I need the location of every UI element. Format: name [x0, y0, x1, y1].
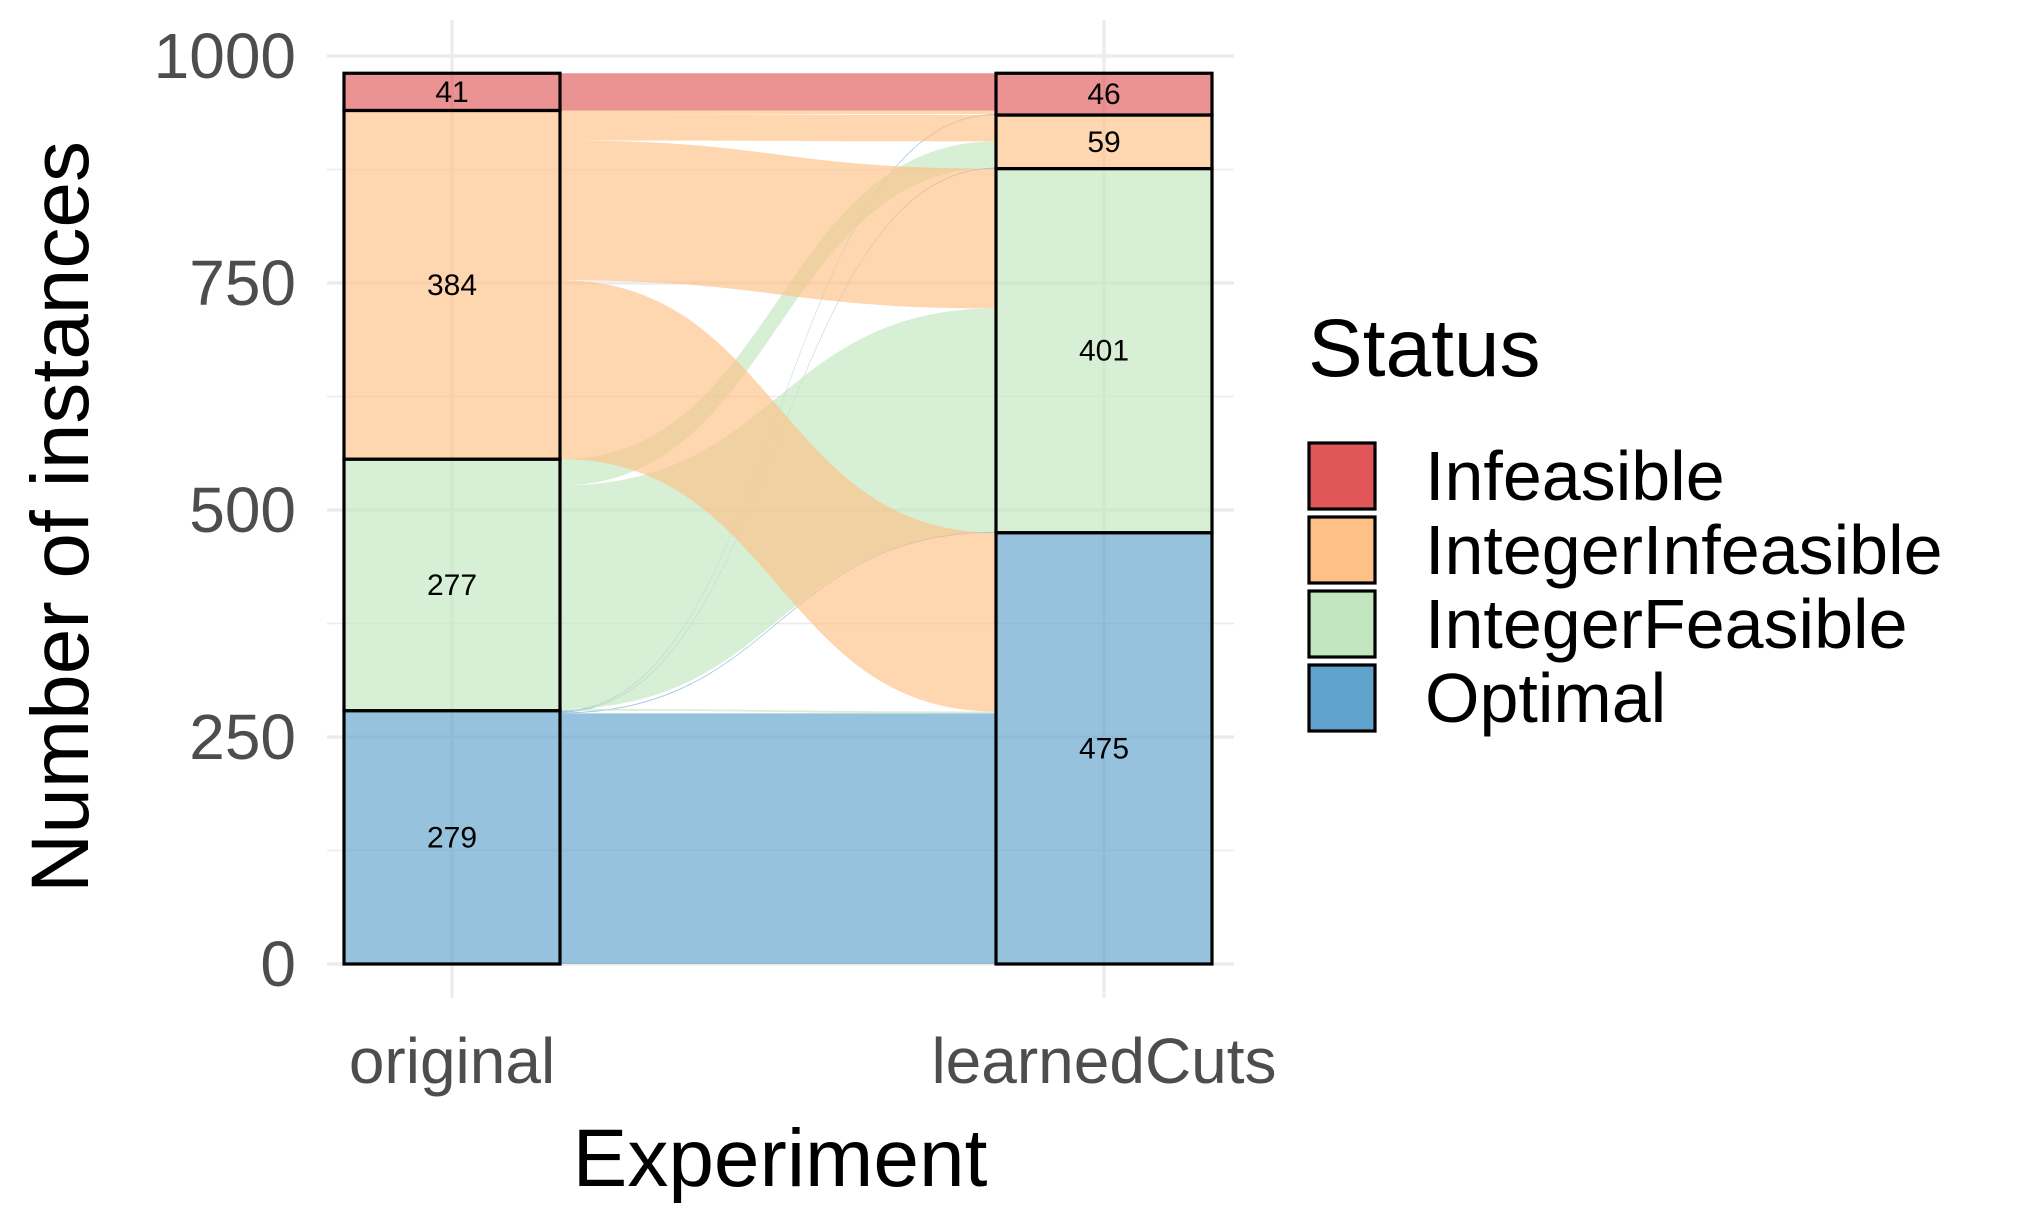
legend-key-optimal [1307, 663, 1377, 733]
flow-integerinfeasible-to-optimal [560, 280, 996, 712]
bar-label-original-optimal: 279 [427, 821, 477, 854]
bar-segment-learnedcuts-optimal [994, 531, 1214, 966]
y-tick-label: 1000 [154, 20, 296, 92]
bar-labels: 279 277 384 41 475 401 59 46 [427, 76, 1129, 854]
legend-key-infeasible [1307, 441, 1377, 511]
x-axis-ticks: original learnedCuts [349, 1025, 1277, 1097]
legend-key-integerfeasible [1307, 589, 1377, 659]
x-tick-label: learnedCuts [931, 1025, 1276, 1097]
flows [560, 73, 996, 964]
legend: Status InfeasibleIntegerInfeasibleIntege… [1307, 303, 1943, 737]
flow-integerfeasible-to-integerinfeasible [560, 141, 996, 486]
legend-label-integerfeasible: IntegerFeasible [1425, 585, 1908, 663]
bar-label-learnedcuts-infeasible: 46 [1087, 78, 1120, 111]
y-tick-label: 500 [189, 474, 296, 546]
legend-label-infeasible: Infeasible [1425, 437, 1725, 515]
y-axis-title: Number of instances [15, 141, 106, 893]
bar-label-learnedcuts-integerfeasible: 401 [1079, 335, 1129, 368]
flow-integerinfeasible-to-integerinfeasible [560, 114, 996, 142]
bar-label-original-infeasible: 41 [435, 76, 468, 109]
y-axis-ticks: 0 250 500 750 1000 [154, 20, 296, 1000]
legend-label-integerinfeasible: IntegerInfeasible [1425, 511, 1943, 589]
bar-segment-original-infeasible [342, 71, 562, 113]
y-tick-label: 0 [260, 928, 296, 1000]
flow-infeasible-to-infeasible [560, 73, 996, 111]
bar-segment-original-integerfeasible [342, 457, 562, 713]
y-tick-label: 250 [189, 701, 296, 773]
bar-segment-learnedcuts-infeasible [994, 71, 1214, 117]
stacked-bars [342, 71, 1214, 966]
bar-label-learnedcuts-optimal: 475 [1079, 732, 1129, 765]
flow-integerinfeasible-to-infeasible [560, 110, 996, 115]
bar-label-original-integerinfeasible: 384 [427, 269, 477, 302]
flow-integerfeasible-to-optimal [560, 708, 996, 714]
legend-items: InfeasibleIntegerInfeasibleIntegerFeasib… [1307, 437, 1943, 737]
x-axis-title: Experiment [573, 1113, 988, 1204]
bar-segment-original-integerinfeasible [342, 108, 562, 461]
flow-optimal-to-optimal [560, 713, 996, 964]
bar-segment-learnedcuts-integerfeasible [994, 166, 1214, 535]
flow-optimal-to-integerfeasible [560, 531, 996, 714]
bar-segment-original-optimal [342, 709, 562, 966]
flow-integerinfeasible-to-integerfeasible [560, 140, 996, 309]
x-tick-label: original [349, 1025, 555, 1097]
legend-label-optimal: Optimal [1425, 659, 1666, 737]
y-tick-label: 750 [189, 247, 296, 319]
legend-key-integerinfeasible [1307, 515, 1377, 585]
bar-label-original-integerfeasible: 277 [427, 569, 477, 602]
legend-title: Status [1308, 303, 1540, 394]
bar-label-learnedcuts-integerinfeasible: 59 [1087, 126, 1120, 159]
